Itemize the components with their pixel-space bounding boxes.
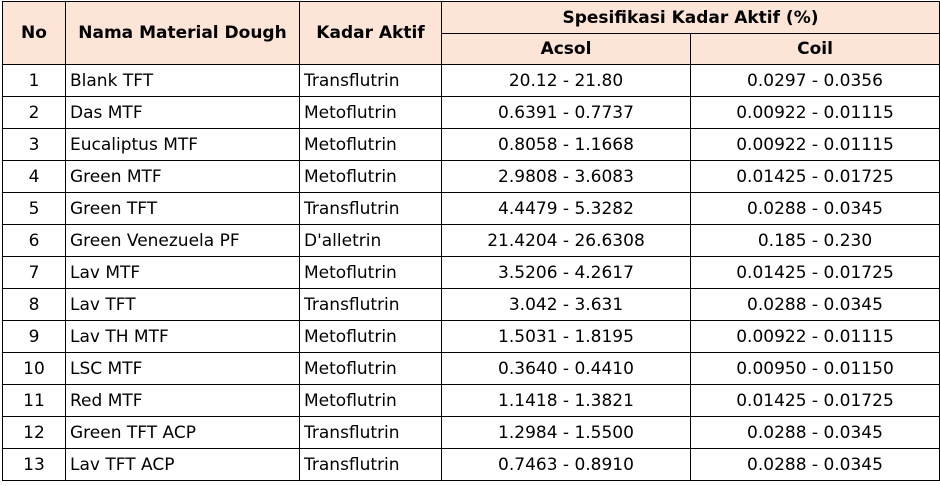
row-acsol-spec: 1.1418 - 1.3821 [441,384,691,417]
row-kadar-aktif: Transflutrin [299,416,442,449]
row-material-name: Green TFT ACP [65,416,300,449]
row-coil-spec: 0.01425 - 0.01725 [690,384,940,417]
row-no: 13 [2,448,66,481]
table-row: 9 Lav TH MTF Metoflutrin 1.5031 - 1.8195 0.0… [2,320,940,353]
table-row: 13 Lav TFT ACP Transflutrin 0.7463 - 0.8910… [2,448,940,481]
row-coil-spec: 0.0288 - 0.0345 [690,448,940,481]
row-acsol-spec: 0.7463 - 0.8910 [441,448,691,481]
header-spesifikasi: Spesifikasi Kadar Aktif (%) [441,1,940,34]
row-acsol-spec: 4.4479 - 5.3282 [441,192,691,225]
table-row: 3 Eucaliptus MTF Metoflutrin 0.8058 - 1.166… [2,128,940,161]
row-coil-spec: 0.00922 - 0.01115 [690,320,940,353]
table-row: 7 Lav MTF Metoflutrin 3.5206 - 4.2617 0.0142… [2,256,940,289]
row-coil-spec: 0.0288 - 0.0345 [690,288,940,321]
row-coil-spec: 0.01425 - 0.01725 [690,160,940,193]
row-coil-spec: 0.185 - 0.230 [690,224,940,257]
table-row: 5 Green TFT Transflutrin 4.4479 - 5.3282 0.0… [2,192,940,225]
row-kadar-aktif: Metoflutrin [299,160,442,193]
row-coil-spec: 0.01425 - 0.01725 [690,256,940,289]
table-row: 10 LSC MTF Metoflutrin 0.3640 - 0.4410 0.009… [2,352,940,385]
row-kadar-aktif: Metoflutrin [299,320,442,353]
row-acsol-spec: 0.3640 - 0.4410 [441,352,691,385]
row-coil-spec: 0.00922 - 0.01115 [690,128,940,161]
row-material-name: Lav TH MTF [65,320,300,353]
table-body: 1 Blank TFT Transflutrin 20.12 - 21.80 0.029… [2,64,940,481]
row-acsol-spec: 1.2984 - 1.5500 [441,416,691,449]
row-acsol-spec: 0.8058 - 1.1668 [441,128,691,161]
row-no: 4 [2,160,66,193]
row-coil-spec: 0.00922 - 0.01115 [690,96,940,129]
row-material-name: Lav TFT [65,288,300,321]
header-coil: Coil [690,33,940,65]
row-acsol-spec: 3.042 - 3.631 [441,288,691,321]
row-kadar-aktif: Metoflutrin [299,128,442,161]
row-material-name: Lav MTF [65,256,300,289]
row-acsol-spec: 3.5206 - 4.2617 [441,256,691,289]
table-row: 2 Das MTF Metoflutrin 0.6391 - 0.7737 0.0092… [2,96,940,129]
row-no: 6 [2,224,66,257]
row-no: 3 [2,128,66,161]
table-row: 12 Green TFT ACP Transflutrin 1.2984 - 1.55… [2,416,940,449]
table-row: 11 Red MTF Metoflutrin 1.1418 - 1.3821 0.014… [2,384,940,417]
row-coil-spec: 0.00950 - 0.01150 [690,352,940,385]
row-acsol-spec: 1.5031 - 1.8195 [441,320,691,353]
row-no: 11 [2,384,66,417]
row-acsol-spec: 20.12 - 21.80 [441,64,691,97]
row-kadar-aktif: Metoflutrin [299,256,442,289]
row-no: 1 [2,64,66,97]
row-material-name: Das MTF [65,96,300,129]
table-row: 8 Lav TFT Transflutrin 3.042 - 3.631 0.0288 … [2,288,940,321]
row-kadar-aktif: Metoflutrin [299,96,442,129]
table-row: 6 Green Venezuela PF D'alletrin 21.4204 - 2… [2,224,940,257]
row-material-name: LSC MTF [65,352,300,385]
row-no: 2 [2,96,66,129]
row-coil-spec: 0.0288 - 0.0345 [690,192,940,225]
row-kadar-aktif: Transflutrin [299,192,442,225]
row-kadar-aktif: Metoflutrin [299,384,442,417]
header-no: No [2,1,66,65]
row-material-name: Blank TFT [65,64,300,97]
row-material-name: Red MTF [65,384,300,417]
table-row: 4 Green MTF Metoflutrin 2.9808 - 3.6083 0.01… [2,160,940,193]
row-kadar-aktif: Transflutrin [299,288,442,321]
header-nama-material: Nama Material Dough [65,1,300,65]
header-acsol: Acsol [441,33,691,65]
row-material-name: Green MTF [65,160,300,193]
row-no: 9 [2,320,66,353]
row-no: 7 [2,256,66,289]
row-material-name: Green Venezuela PF [65,224,300,257]
row-no: 8 [2,288,66,321]
row-no: 10 [2,352,66,385]
table-row: 1 Blank TFT Transflutrin 20.12 - 21.80 0.029… [2,64,940,97]
row-acsol-spec: 0.6391 - 0.7737 [441,96,691,129]
row-no: 5 [2,192,66,225]
row-kadar-aktif: Transflutrin [299,64,442,97]
row-material-name: Eucaliptus MTF [65,128,300,161]
row-kadar-aktif: Metoflutrin [299,352,442,385]
header-kadar-aktif: Kadar Aktif [299,1,442,65]
row-acsol-spec: 21.4204 - 26.6308 [441,224,691,257]
row-kadar-aktif: D'alletrin [299,224,442,257]
row-coil-spec: 0.0288 - 0.0345 [690,416,940,449]
row-no: 12 [2,416,66,449]
row-material-name: Green TFT [65,192,300,225]
row-coil-spec: 0.0297 - 0.0356 [690,64,940,97]
row-material-name: Lav TFT ACP [65,448,300,481]
row-kadar-aktif: Transflutrin [299,448,442,481]
row-acsol-spec: 2.9808 - 3.6083 [441,160,691,193]
